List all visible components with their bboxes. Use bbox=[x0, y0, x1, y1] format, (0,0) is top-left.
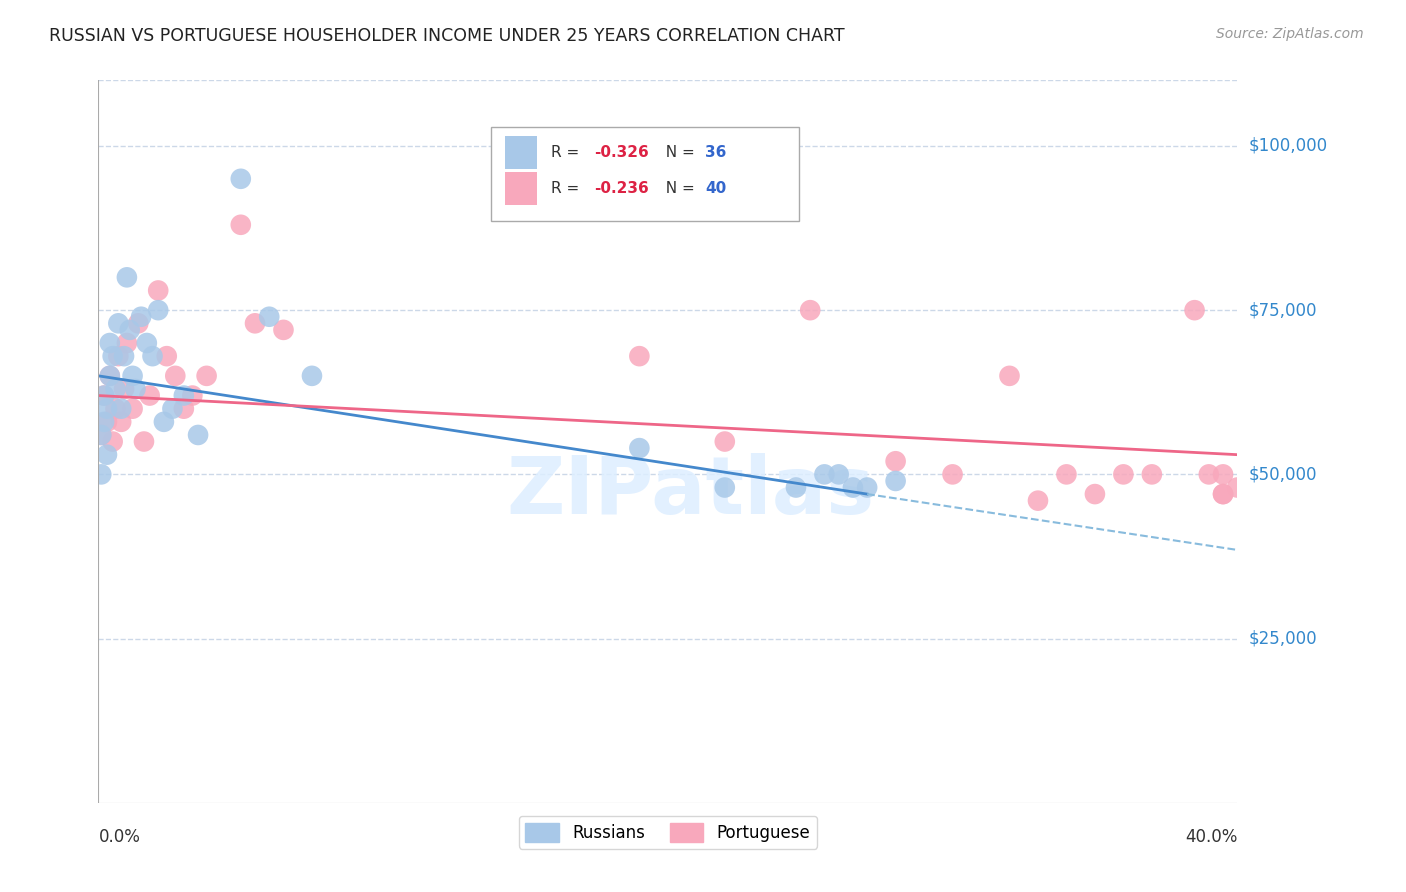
Point bbox=[138, 388, 160, 402]
Point bbox=[173, 388, 195, 402]
Point bbox=[104, 401, 127, 416]
Point bbox=[115, 270, 138, 285]
Point bbox=[301, 368, 323, 383]
Point bbox=[98, 368, 121, 383]
Point bbox=[243, 316, 266, 330]
Point bbox=[96, 401, 118, 416]
Point bbox=[107, 349, 129, 363]
Legend: Russians, Portuguese: Russians, Portuguese bbox=[519, 816, 817, 848]
Text: R =: R = bbox=[551, 145, 583, 160]
Point bbox=[107, 316, 129, 330]
Point bbox=[1112, 467, 1135, 482]
Point bbox=[628, 441, 651, 455]
Point bbox=[141, 349, 163, 363]
Point bbox=[110, 401, 132, 416]
Point bbox=[135, 336, 157, 351]
Point bbox=[115, 336, 138, 351]
Point bbox=[98, 336, 121, 351]
Point bbox=[1226, 481, 1249, 495]
Point bbox=[101, 349, 124, 363]
Point bbox=[112, 382, 135, 396]
Text: -0.236: -0.236 bbox=[593, 181, 648, 196]
Point bbox=[813, 467, 835, 482]
Point bbox=[181, 388, 204, 402]
Point bbox=[1212, 487, 1234, 501]
Point bbox=[104, 382, 127, 396]
Point bbox=[93, 415, 115, 429]
Text: 40: 40 bbox=[706, 181, 727, 196]
Point bbox=[165, 368, 187, 383]
Point bbox=[1198, 467, 1220, 482]
Point bbox=[148, 284, 170, 298]
Point bbox=[1056, 467, 1078, 482]
Text: N =: N = bbox=[657, 181, 700, 196]
Point bbox=[121, 401, 143, 416]
Text: 40.0%: 40.0% bbox=[1185, 828, 1237, 846]
Point bbox=[156, 349, 179, 363]
Point bbox=[942, 467, 965, 482]
Text: 36: 36 bbox=[706, 145, 727, 160]
Point bbox=[129, 310, 152, 324]
Point bbox=[98, 368, 121, 383]
Point bbox=[828, 467, 851, 482]
Point bbox=[112, 349, 135, 363]
Point bbox=[90, 428, 112, 442]
Point bbox=[714, 434, 737, 449]
Bar bbox=[505, 136, 537, 169]
Point bbox=[229, 218, 252, 232]
Text: -0.326: -0.326 bbox=[593, 145, 648, 160]
FancyBboxPatch shape bbox=[491, 128, 799, 221]
Text: N =: N = bbox=[657, 145, 700, 160]
Point bbox=[124, 382, 146, 396]
Point bbox=[273, 323, 295, 337]
Point bbox=[229, 171, 252, 186]
Point bbox=[110, 415, 132, 429]
Point bbox=[1212, 467, 1234, 482]
Point bbox=[1184, 303, 1206, 318]
Point bbox=[1026, 493, 1049, 508]
Point bbox=[1140, 467, 1163, 482]
Point bbox=[162, 401, 184, 416]
Point bbox=[148, 303, 170, 318]
Point bbox=[998, 368, 1021, 383]
Point bbox=[714, 481, 737, 495]
Text: Source: ZipAtlas.com: Source: ZipAtlas.com bbox=[1216, 27, 1364, 41]
Text: R =: R = bbox=[551, 181, 583, 196]
Point bbox=[259, 310, 281, 324]
Text: RUSSIAN VS PORTUGUESE HOUSEHOLDER INCOME UNDER 25 YEARS CORRELATION CHART: RUSSIAN VS PORTUGUESE HOUSEHOLDER INCOME… bbox=[49, 27, 845, 45]
Point bbox=[132, 434, 155, 449]
Point bbox=[173, 401, 195, 416]
Text: $50,000: $50,000 bbox=[1249, 466, 1317, 483]
Point bbox=[118, 323, 141, 337]
Text: 0.0%: 0.0% bbox=[98, 828, 141, 846]
Point bbox=[1084, 487, 1107, 501]
Point bbox=[90, 428, 112, 442]
Point bbox=[856, 481, 879, 495]
Point bbox=[799, 303, 821, 318]
Point bbox=[153, 415, 176, 429]
Point bbox=[884, 474, 907, 488]
Bar bbox=[505, 172, 537, 205]
Point bbox=[628, 349, 651, 363]
Point bbox=[842, 481, 865, 495]
Point bbox=[195, 368, 218, 383]
Text: $25,000: $25,000 bbox=[1249, 630, 1317, 648]
Point bbox=[785, 481, 807, 495]
Point bbox=[96, 448, 118, 462]
Point bbox=[127, 316, 149, 330]
Point bbox=[187, 428, 209, 442]
Point bbox=[93, 388, 115, 402]
Point bbox=[121, 368, 143, 383]
Point bbox=[96, 415, 118, 429]
Text: $100,000: $100,000 bbox=[1249, 137, 1327, 155]
Text: $75,000: $75,000 bbox=[1249, 301, 1317, 319]
Point bbox=[884, 454, 907, 468]
Point bbox=[93, 388, 115, 402]
Point bbox=[1212, 487, 1234, 501]
Text: ZIPatlas: ZIPatlas bbox=[506, 453, 875, 531]
Point bbox=[101, 434, 124, 449]
Point bbox=[90, 467, 112, 482]
